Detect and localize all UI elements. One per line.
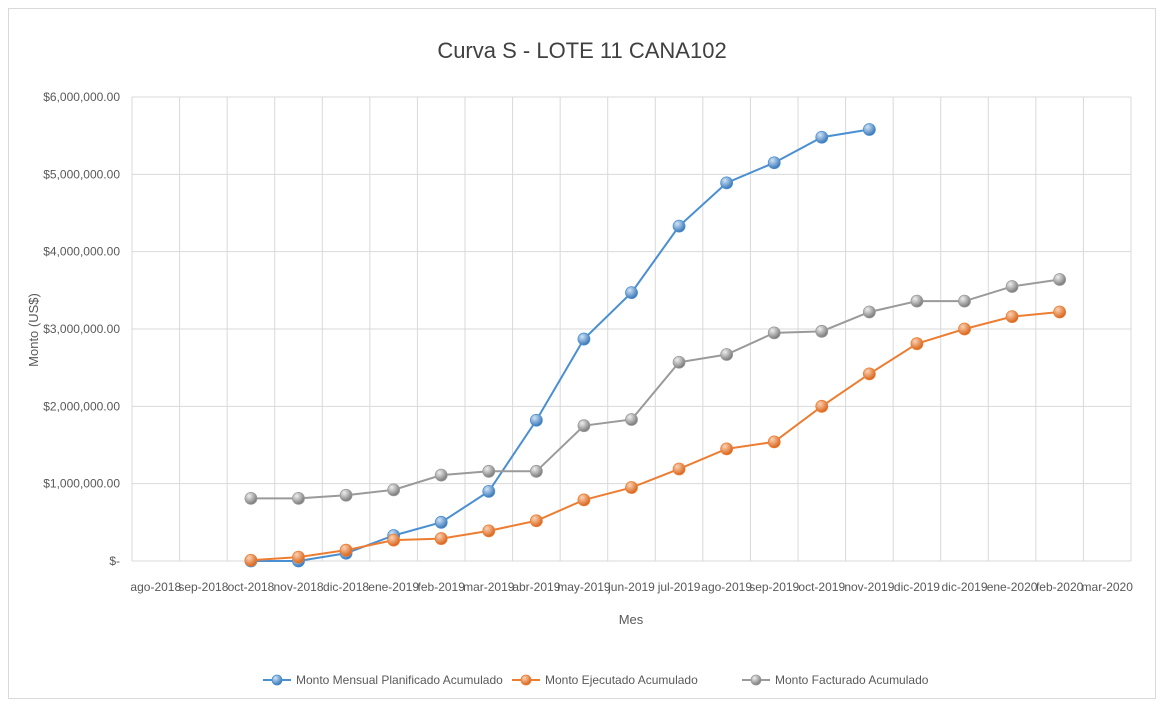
series xyxy=(244,123,1067,568)
data-point xyxy=(434,515,448,529)
x-tick-label: nov-2018 xyxy=(273,580,323,594)
series-1 xyxy=(244,305,1067,567)
data-point xyxy=(529,413,543,427)
data-point xyxy=(958,322,971,336)
data-point xyxy=(625,286,638,300)
data-point xyxy=(244,491,258,505)
chart-frame xyxy=(8,8,1156,699)
x-tick-label: feb-2020 xyxy=(1036,580,1084,594)
x-tick-label: mar-2020 xyxy=(1082,580,1134,594)
legend-swatch-marker xyxy=(750,674,762,686)
y-axis-label: Monto (US$) xyxy=(26,293,41,367)
data-point xyxy=(910,294,924,308)
data-point xyxy=(958,294,971,308)
x-tick-label: oct-2019 xyxy=(798,580,845,594)
series-line xyxy=(250,310,1060,562)
legend-label: Monto Ejecutado Acumulado xyxy=(545,673,698,687)
y-axis-ticks: $- $1,000,000.00 $2,000,000.00 $3,000,000.0… xyxy=(43,90,120,568)
y-tick-label: $3,000,000.00 xyxy=(43,322,120,336)
legend-swatch-marker xyxy=(271,674,283,686)
data-point xyxy=(1005,310,1019,324)
data-point xyxy=(339,488,353,502)
y-tick-label: $6,000,000.00 xyxy=(43,90,120,104)
legend-item-2: Monto Facturado Acumulado xyxy=(742,673,929,687)
data-point xyxy=(862,123,876,136)
legend-swatch-marker xyxy=(520,674,532,686)
x-tick-label: may-2019 xyxy=(557,580,611,594)
data-point xyxy=(672,462,686,476)
data-point xyxy=(577,332,591,346)
data-point xyxy=(1053,305,1067,319)
legend-label: Monto Facturado Acumulado xyxy=(775,673,929,687)
data-point xyxy=(292,491,305,505)
data-point xyxy=(529,464,543,478)
x-tick-label: dic-2018 xyxy=(323,580,369,594)
data-point xyxy=(387,533,401,547)
data-point xyxy=(1005,280,1019,293)
y-tick-label: $2,000,000.00 xyxy=(43,399,120,413)
data-point xyxy=(1053,273,1067,286)
data-point xyxy=(815,324,829,338)
data-point xyxy=(720,176,734,190)
chart-title: Curva S - LOTE 11 CANA102 xyxy=(437,38,726,63)
x-tick-label: jul-2019 xyxy=(657,580,701,594)
data-point xyxy=(244,553,258,567)
data-point xyxy=(910,337,924,351)
x-tick-label: oct-2018 xyxy=(228,580,275,594)
x-tick-label: ene-2019 xyxy=(368,580,419,594)
legend-label: Monto Mensual Planificado Acumulado xyxy=(296,673,503,687)
data-point xyxy=(767,156,781,170)
data-point xyxy=(482,484,496,498)
x-tick-label: sep-2018 xyxy=(178,580,228,594)
x-tick-label: dic-2019 xyxy=(894,580,940,594)
x-tick-label: nov-2019 xyxy=(844,580,894,594)
series-line xyxy=(250,278,1060,500)
x-tick-label: ago-2018 xyxy=(130,580,181,594)
data-point xyxy=(577,419,591,433)
data-point xyxy=(529,514,543,528)
data-point xyxy=(767,326,781,340)
data-point xyxy=(292,550,305,564)
data-point xyxy=(482,524,496,538)
x-tick-label: ene-2020 xyxy=(987,580,1038,594)
data-point xyxy=(577,493,591,507)
data-point xyxy=(434,468,448,482)
legend-item-0: Monto Mensual Planificado Acumulado xyxy=(263,673,503,687)
series-line xyxy=(250,128,870,562)
data-point xyxy=(387,483,401,497)
data-point xyxy=(767,435,781,449)
series-2 xyxy=(244,273,1067,505)
x-tick-label: ago-2019 xyxy=(701,580,752,594)
data-point xyxy=(815,130,829,144)
data-point xyxy=(720,348,734,361)
x-axis-label: Mes xyxy=(619,612,644,627)
legend-item-1: Monto Ejecutado Acumulado xyxy=(512,673,698,687)
data-point xyxy=(862,305,876,319)
data-point xyxy=(720,442,734,456)
y-tick-label: $5,000,000.00 xyxy=(43,167,120,181)
x-tick-label: feb-2019 xyxy=(418,580,466,594)
y-tick-label: $1,000,000.00 xyxy=(43,477,120,491)
legend: Monto Mensual Planificado Acumulado Monto… xyxy=(263,673,929,687)
x-tick-label: abr-2019 xyxy=(512,580,560,594)
y-tick-label: $- xyxy=(109,554,120,568)
data-point xyxy=(434,532,448,545)
data-point xyxy=(672,355,686,369)
x-tick-label: sep-2019 xyxy=(749,580,799,594)
data-point xyxy=(862,367,876,381)
data-point xyxy=(625,413,638,426)
x-tick-label: mar-2019 xyxy=(463,580,515,594)
y-tick-label: $4,000,000.00 xyxy=(43,245,120,259)
data-point xyxy=(482,464,496,478)
data-point xyxy=(339,543,353,557)
data-point xyxy=(672,219,686,233)
data-point xyxy=(815,399,829,413)
x-tick-label: jun-2019 xyxy=(607,580,655,594)
data-point xyxy=(625,481,638,494)
x-tick-label: dic-2019 xyxy=(941,580,987,594)
